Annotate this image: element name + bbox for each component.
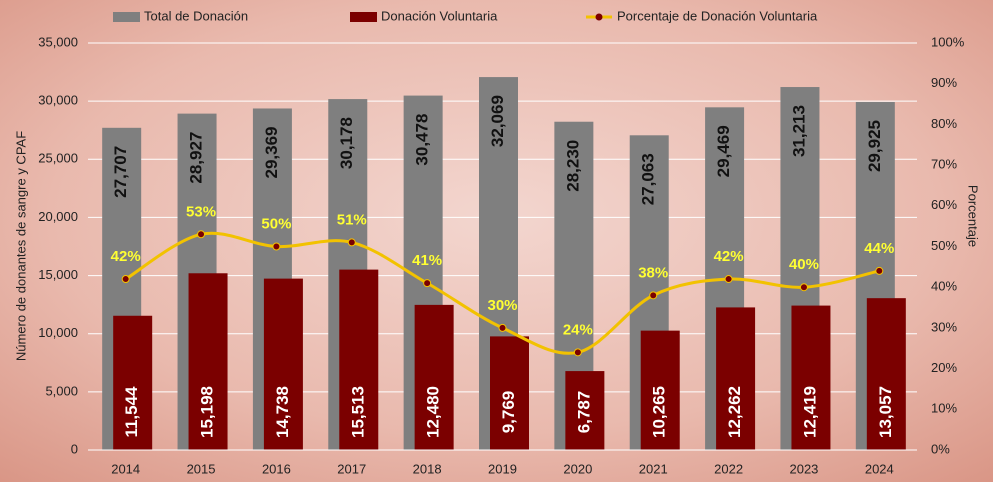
- data-label: 42%: [111, 248, 141, 265]
- legend-marker: [596, 14, 603, 21]
- x-tick-label: 2019: [488, 461, 517, 476]
- data-label: 53%: [186, 203, 216, 220]
- data-label: 29,925: [865, 120, 884, 172]
- data-label: 29,369: [262, 126, 281, 178]
- y2-tick-label: 10%: [931, 401, 957, 416]
- x-tick-label: 2017: [337, 461, 366, 476]
- point: [800, 284, 807, 291]
- y2-tick-label: 90%: [931, 75, 957, 90]
- y-tick-label: 15,000: [38, 267, 78, 282]
- y2-tick-label: 40%: [931, 279, 957, 294]
- legend-swatch: [350, 12, 377, 22]
- point: [650, 292, 657, 299]
- y2-tick-label: 70%: [931, 157, 957, 172]
- data-label: 38%: [638, 264, 668, 281]
- y2-tick-label: 80%: [931, 116, 957, 131]
- y2-tick-label: 30%: [931, 319, 957, 334]
- data-label: 12,480: [424, 386, 443, 438]
- data-label: 15,513: [348, 386, 367, 438]
- data-label: 51%: [337, 211, 367, 228]
- x-tick-label: 2021: [639, 461, 668, 476]
- y2-tick-label: 50%: [931, 238, 957, 253]
- point: [725, 276, 732, 283]
- data-label: 29,469: [714, 125, 733, 177]
- data-label: 32,069: [488, 95, 507, 147]
- data-label: 10,265: [650, 386, 669, 438]
- data-label: 15,198: [198, 386, 217, 438]
- y-tick-label: 20,000: [38, 209, 78, 224]
- x-tick-label: 2020: [563, 461, 592, 476]
- point: [198, 231, 205, 238]
- data-label: 12,262: [725, 386, 744, 438]
- y2-tick-label: 60%: [931, 197, 957, 212]
- data-label: 24%: [563, 321, 593, 338]
- data-label: 14,738: [273, 386, 292, 438]
- data-label: 41%: [412, 252, 442, 269]
- x-tick-label: 2015: [187, 461, 216, 476]
- y-tick-label: 35,000: [38, 34, 78, 49]
- y2-tick-label: 0%: [931, 441, 950, 456]
- data-label: 30,178: [337, 117, 356, 169]
- data-label: 27,707: [111, 146, 130, 198]
- point: [424, 280, 431, 287]
- y2-tick-label: 100%: [931, 34, 965, 49]
- y2-tick-label: 20%: [931, 360, 957, 375]
- x-tick-label: 2024: [865, 461, 894, 476]
- data-label: 28,927: [187, 132, 206, 184]
- data-label: 44%: [864, 240, 894, 257]
- point: [122, 276, 129, 283]
- x-tick-label: 2016: [262, 461, 291, 476]
- data-label: 40%: [789, 256, 819, 273]
- y2-axis-title: Porcentaje: [966, 185, 981, 247]
- y-tick-label: 25,000: [38, 151, 78, 166]
- y-axis-title: Número de donantes de sangre y CPAF: [13, 131, 28, 361]
- point: [499, 324, 506, 331]
- data-label: 31,213: [789, 105, 808, 157]
- legend-swatch: [113, 12, 140, 22]
- point: [273, 243, 280, 250]
- y-tick-label: 10,000: [38, 325, 78, 340]
- x-tick-label: 2014: [111, 461, 140, 476]
- x-tick-label: 2022: [714, 461, 743, 476]
- point: [876, 267, 883, 274]
- legend-label: Porcentaje de Donación Voluntaria: [617, 8, 818, 23]
- data-label: 30%: [487, 297, 517, 314]
- legend-label: Donación Voluntaria: [381, 8, 498, 23]
- data-label: 6,787: [574, 391, 593, 434]
- data-label: 30,478: [413, 114, 432, 166]
- x-tick-label: 2023: [789, 461, 818, 476]
- data-label: 28,230: [563, 140, 582, 192]
- y-tick-label: 0: [71, 441, 78, 456]
- data-label: 12,419: [800, 386, 819, 438]
- data-label: 11,544: [122, 386, 141, 438]
- data-label: 50%: [261, 215, 291, 232]
- data-label: 27,063: [639, 153, 658, 205]
- point: [348, 239, 355, 246]
- chart: Número de donantes de sangre y CPAF Porc…: [0, 0, 993, 482]
- point: [574, 349, 581, 356]
- legend-label: Total de Donación: [144, 8, 248, 23]
- data-label: 42%: [714, 248, 744, 265]
- y-tick-label: 30,000: [38, 93, 78, 108]
- data-label: 13,057: [876, 386, 895, 438]
- data-label: 9,769: [499, 391, 518, 434]
- x-tick-label: 2018: [413, 461, 442, 476]
- y-tick-label: 5,000: [45, 383, 78, 398]
